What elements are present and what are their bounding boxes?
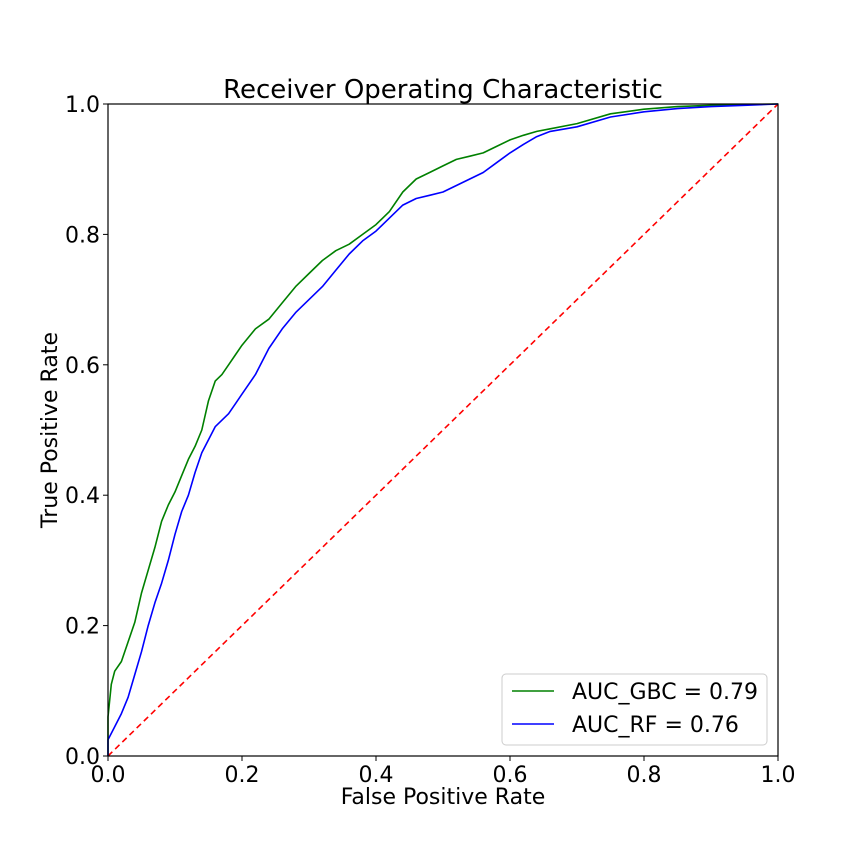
- x-tick-label: 0.2: [225, 763, 260, 788]
- x-tick-label: 1.0: [761, 763, 796, 788]
- x-axis: 0.0 0.2 0.4 0.6 0.8 1.0: [91, 756, 796, 788]
- series-line-gbc: [107, 103, 779, 756]
- legend-box: [501, 673, 768, 746]
- y-tick-label: 0.2: [65, 615, 100, 640]
- y-tick-label: 0.8: [65, 223, 100, 248]
- y-tick-label: 0.0: [65, 745, 100, 770]
- x-tick-label: 0.8: [627, 763, 662, 788]
- series-line-chance: [107, 103, 779, 757]
- x-tick-label: 0.6: [493, 763, 528, 788]
- y-tick-label: 1.0: [65, 93, 100, 118]
- y-axis: 0.0 0.2 0.4 0.6 0.8 1.0: [65, 93, 108, 770]
- y-tick-label: 0.6: [65, 354, 100, 379]
- plot-frame: [107, 103, 779, 757]
- series-layer: [107, 103, 779, 757]
- x-tick-label: 0.4: [359, 763, 394, 788]
- x-tick-label: 0.0: [91, 763, 126, 788]
- series-line-rf: [107, 103, 779, 756]
- y-tick-label: 0.4: [65, 484, 100, 509]
- chart-title: Receiver Operating Characteristic: [223, 75, 663, 105]
- legend-label-rf: AUC_RF = 0.76: [572, 713, 739, 738]
- legend: AUC_GBC = 0.79 AUC_RF = 0.76: [501, 673, 768, 746]
- y-axis-label: True Positive Rate: [38, 332, 63, 529]
- x-axis-label: False Positive Rate: [341, 785, 545, 810]
- legend-label-gbc: AUC_GBC = 0.79: [572, 680, 758, 705]
